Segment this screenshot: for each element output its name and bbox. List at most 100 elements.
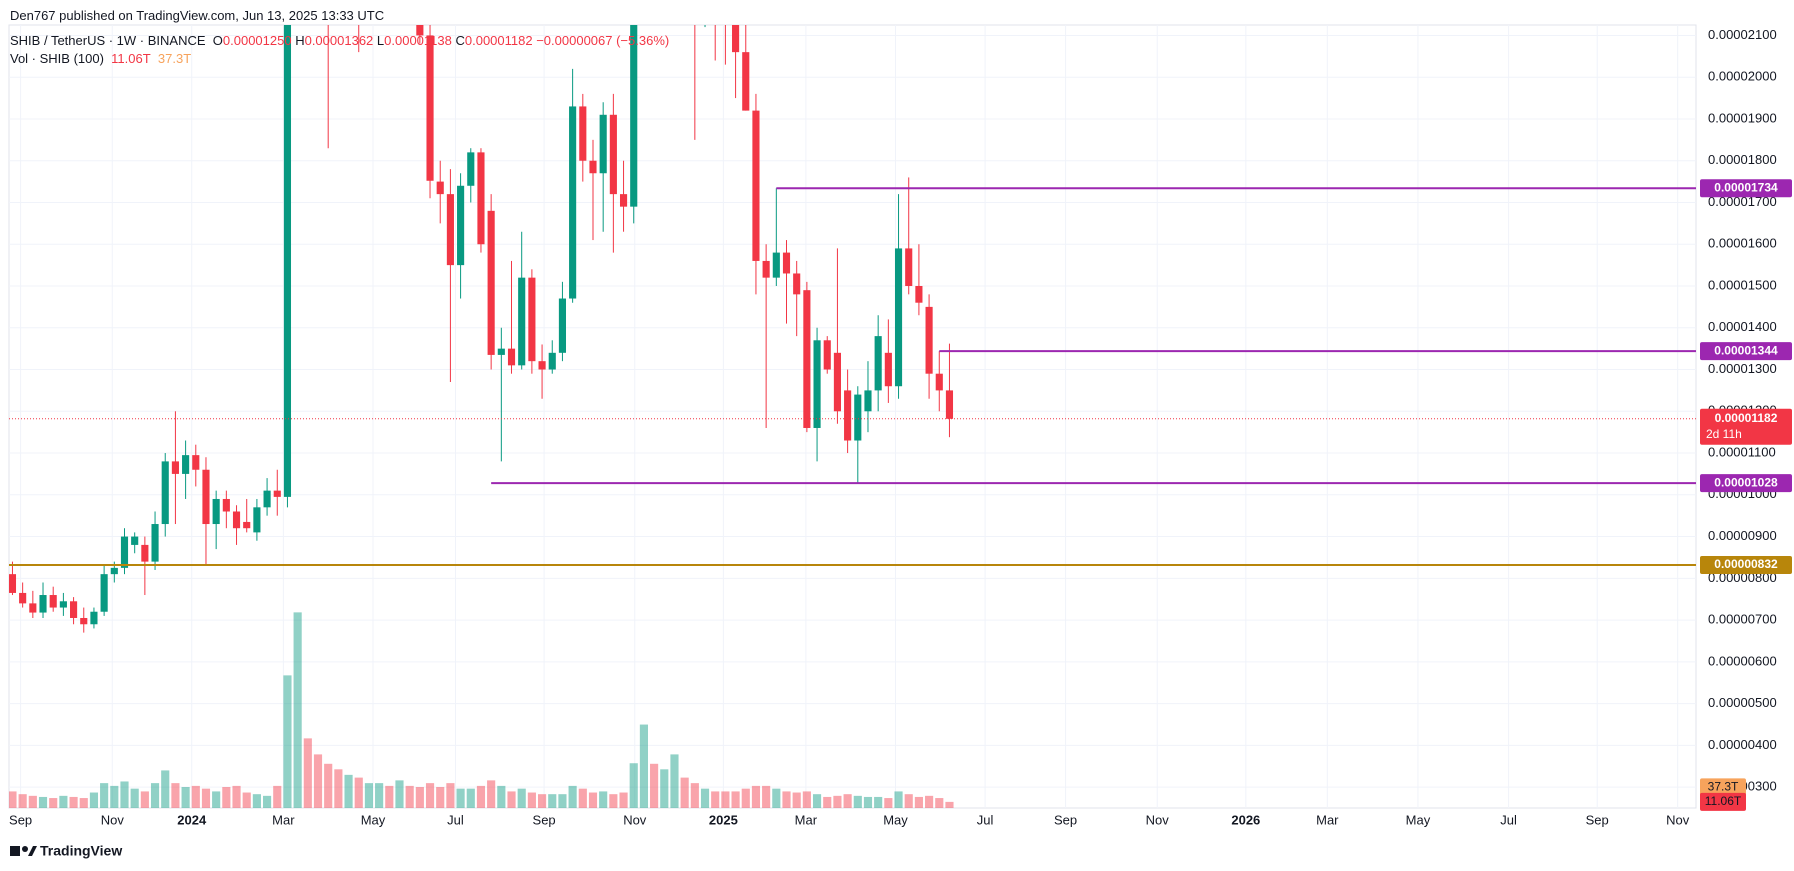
candle-body	[141, 544, 149, 562]
candle-body	[100, 574, 108, 612]
volume-bar	[863, 796, 873, 808]
volume-label: Vol · SHIB (100)	[10, 51, 104, 66]
volume-legend: Vol · SHIB (100) 11.06T 37.3T	[10, 51, 191, 66]
level-label: 0.00001734	[1714, 180, 1778, 194]
volume-bar	[436, 787, 445, 808]
grid	[9, 25, 1696, 808]
candle-body	[874, 336, 882, 391]
candle-body	[457, 185, 465, 266]
volume-bar	[69, 796, 78, 808]
footer-logo	[10, 846, 37, 856]
volume-bar	[364, 783, 374, 808]
volume-bar	[527, 792, 536, 808]
candle-body	[436, 181, 444, 195]
volume-bar	[425, 783, 435, 808]
volume-bar	[884, 798, 893, 808]
price-pane	[9, 0, 1696, 633]
level-label: 0.00000832	[1714, 557, 1778, 571]
x-tick-label: Sep	[9, 812, 32, 827]
x-tick-label: Nov	[623, 812, 647, 827]
candle-body	[263, 490, 271, 508]
volume-bar	[28, 795, 37, 808]
candle-body	[467, 152, 475, 186]
volume-bar	[843, 794, 852, 808]
countdown: 2d 11h	[1706, 427, 1742, 441]
volume-bar	[150, 783, 160, 808]
volume-bar	[385, 785, 394, 808]
candle-body	[579, 106, 587, 161]
candle-body	[793, 273, 801, 295]
candle-body	[192, 455, 200, 470]
candle-body	[283, 25, 292, 497]
x-tick-label: Sep	[533, 812, 556, 827]
volume-bar	[925, 795, 934, 808]
candle-body	[151, 524, 159, 562]
candle-body	[569, 106, 577, 299]
candle-body	[273, 490, 281, 497]
y-tick-label: 0.00000600	[1708, 653, 1777, 668]
candle-body	[518, 277, 526, 366]
candle-body	[803, 290, 811, 428]
x-tick-label: May	[361, 812, 386, 827]
volume-bar	[405, 785, 414, 808]
candle-body	[497, 348, 505, 355]
volume-bar	[517, 788, 526, 808]
volume-bar	[823, 796, 832, 808]
volume-bar	[537, 794, 547, 808]
candle-body	[619, 194, 628, 207]
candle-body	[59, 601, 67, 608]
volume-bar	[914, 796, 923, 808]
candle-body	[70, 601, 78, 618]
candle-body	[120, 536, 129, 568]
candle-body	[722, 0, 729, 15]
candle-body	[833, 352, 841, 412]
candle-body	[39, 595, 47, 613]
volume-bar	[670, 754, 679, 808]
y-tick-label: 0.00001100	[1708, 444, 1776, 459]
volume-bar	[731, 791, 740, 808]
volume-value: 11.06T	[111, 51, 151, 66]
volume-bar	[120, 781, 129, 808]
volume-bar	[599, 791, 608, 808]
ohlc-value: 0.00001362	[304, 33, 374, 48]
y-tick-label: 0.00001900	[1708, 110, 1777, 125]
volume-bar	[619, 792, 628, 808]
volume-bar	[415, 787, 424, 808]
volume-bar	[59, 795, 68, 808]
y-tick-label: 0.00001400	[1708, 319, 1777, 334]
volume-bar	[711, 791, 720, 808]
candle-body	[222, 498, 230, 512]
candle-body	[558, 298, 567, 353]
volume-bar	[782, 791, 791, 808]
volume-bar	[201, 788, 211, 808]
volume-bar	[772, 788, 781, 808]
candle-body	[243, 521, 251, 529]
volume-bar	[395, 780, 404, 808]
x-tick-label: May	[1406, 812, 1431, 827]
volume-bar	[89, 792, 99, 808]
candle-body	[171, 461, 179, 474]
volume-bar	[741, 788, 750, 808]
volume-ma: 37.3T	[157, 51, 192, 66]
volume-bar	[792, 792, 801, 808]
candle-body	[742, 52, 750, 111]
candle-body	[477, 152, 485, 245]
y-tick-label: 0.00000400	[1708, 737, 1777, 752]
candle-body	[487, 210, 495, 355]
candle-body	[253, 507, 261, 533]
volume-bar	[650, 763, 659, 808]
candle-body	[945, 390, 954, 419]
candle-body	[854, 394, 862, 441]
volume-bar	[375, 783, 384, 808]
volume-bar	[181, 787, 190, 808]
candle-body	[884, 352, 892, 387]
last-price-bg	[1700, 408, 1792, 445]
candle-body	[131, 536, 139, 545]
volume-bar	[721, 791, 730, 808]
candle-body	[772, 252, 780, 278]
volume-bar	[894, 791, 903, 808]
candle-body	[538, 361, 546, 370]
candle-body	[90, 611, 98, 625]
candle-body	[935, 373, 943, 391]
